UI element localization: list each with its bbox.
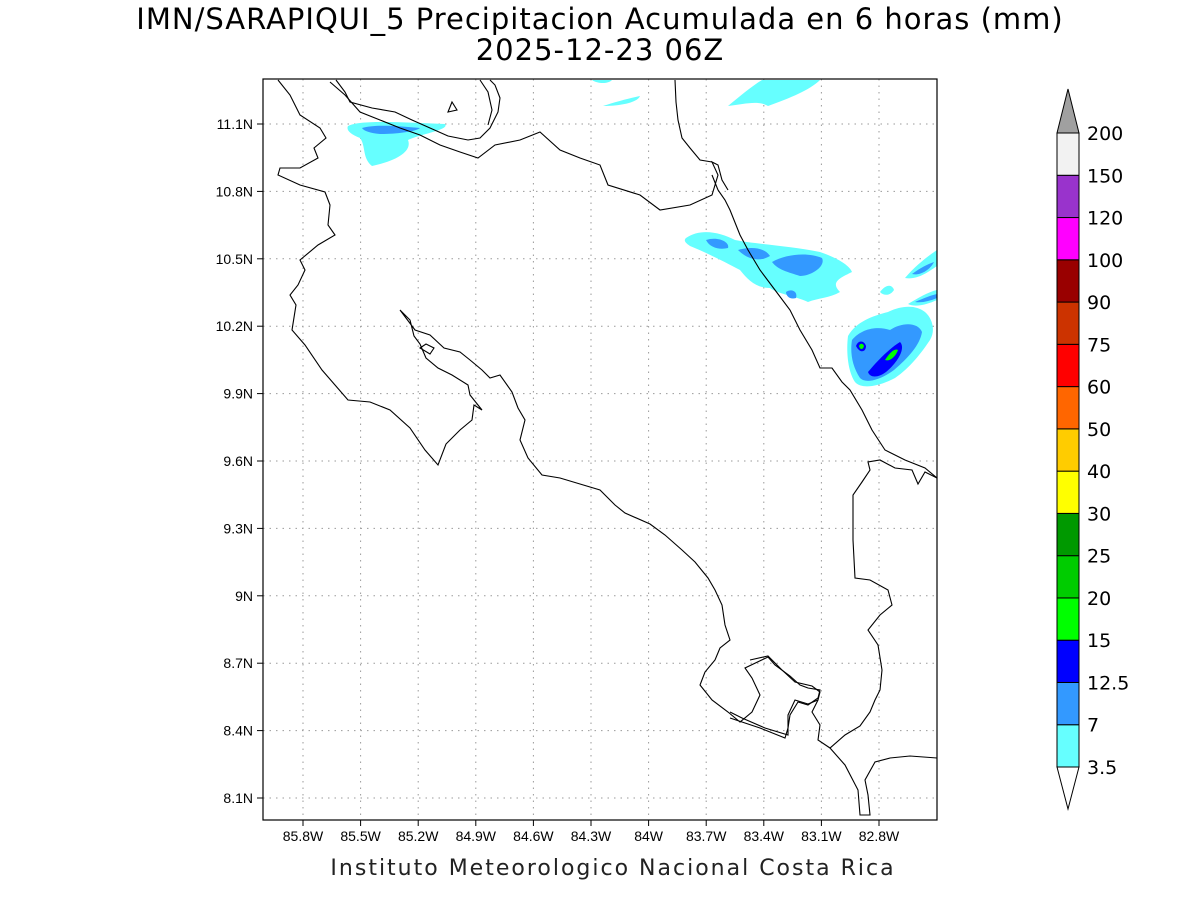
- x-tick-label: 83.7W: [686, 828, 727, 844]
- colorbar-label: 25: [1087, 546, 1111, 568]
- colorbar-label: 3.5: [1087, 757, 1117, 779]
- footer-credit: Instituto Meteorologico Nacional Costa R…: [330, 856, 896, 881]
- precip-area: [592, 80, 612, 83]
- colorbar-under-arrow: [1056, 766, 1080, 811]
- colorbar-label: 12.5: [1087, 672, 1129, 694]
- colorbar-label: 20: [1087, 588, 1111, 610]
- precip-area: [880, 285, 894, 295]
- colorbar-swatch: [1056, 597, 1080, 641]
- latitude-ticks: 11.1N 10.8N 10.5N 10.2N 9.9N 9.6N 9.3N 9N 8.7N 8.…: [216, 116, 263, 806]
- y-tick-label: 10.5N: [216, 251, 253, 267]
- x-tick-label: 84.6W: [513, 828, 554, 844]
- colorbar-swatch: [1056, 428, 1080, 472]
- x-tick-label: 85.2W: [398, 828, 439, 844]
- colorbar-swatch: [1056, 555, 1080, 599]
- colorbar-label: 30: [1087, 503, 1111, 525]
- y-tick-label: 10.2N: [216, 318, 253, 334]
- precip-area: [908, 290, 937, 306]
- colorbar-swatch: [1056, 470, 1080, 514]
- y-tick-label: 10.8N: [216, 183, 253, 199]
- y-tick-label: 9.9N: [223, 386, 253, 402]
- x-tick-label: 84.3W: [571, 828, 612, 844]
- y-tick-label: 8.7N: [223, 655, 253, 671]
- colorbar-label: 200: [1087, 123, 1123, 145]
- precip-area: [738, 248, 770, 260]
- colorbar-label: 15: [1087, 630, 1111, 652]
- colorbar-swatch: [1056, 259, 1080, 303]
- longitude-ticks: 85.8W 85.5W 85.2W 84.9W 84.6W 84.3W 84W 83.7W 83…: [283, 820, 900, 844]
- colorbar-label: 90: [1087, 292, 1111, 314]
- colorbar-swatch: [1056, 301, 1080, 345]
- panama-coast: [829, 747, 937, 816]
- precip-area: [885, 349, 898, 361]
- colorbar-swatch: [1056, 386, 1080, 430]
- colorbar-swatch: [1056, 639, 1080, 683]
- precip-area: [905, 250, 937, 279]
- precip-area: [912, 262, 934, 275]
- colorbar-swatch: [1056, 681, 1080, 726]
- grid-lines: [263, 79, 937, 820]
- colorbar-swatch: [1056, 724, 1080, 768]
- nicaragua-caribbean: [674, 79, 713, 163]
- precip-area: [362, 125, 420, 134]
- pacific-coastline: [277, 79, 821, 739]
- x-tick-label: 82.8W: [859, 828, 900, 844]
- precip-area: [915, 294, 937, 303]
- precip-area: [728, 80, 820, 106]
- precip-area: [603, 96, 640, 106]
- coastlines: [277, 79, 937, 816]
- precip-area: [786, 290, 797, 299]
- y-tick-label: 9.3N: [223, 520, 253, 536]
- precip-area: [772, 254, 823, 276]
- colorbar-swatch: [1056, 217, 1080, 261]
- lake-nicaragua-shore: [335, 79, 501, 141]
- y-tick-label: 11.1N: [217, 116, 253, 132]
- x-tick-label: 85.8W: [283, 828, 324, 844]
- colorbar-label: 120: [1087, 208, 1123, 230]
- colorbar: 3.5 7 12.5 15 20 25 30 40 50 60 75 90 100 120 150 200: [1056, 88, 1129, 811]
- y-tick-label: 8.4N: [223, 723, 253, 739]
- y-tick-label: 9N: [235, 588, 253, 604]
- nicaragua-border: [329, 81, 729, 211]
- colorbar-swatch: [1056, 343, 1080, 388]
- colorbar-swatch: [1056, 512, 1080, 557]
- precip-area: [859, 343, 864, 349]
- x-tick-label: 83.4W: [744, 828, 785, 844]
- map-datetime: 2025-12-23 06Z: [475, 33, 725, 67]
- y-tick-label: 8.1N: [223, 790, 253, 806]
- y-tick-label: 9.6N: [223, 453, 253, 469]
- colorbar-swatch: [1056, 132, 1080, 176]
- precip-area: [347, 122, 446, 166]
- island: [418, 343, 435, 355]
- precipitation-areas: [347, 80, 937, 387]
- caribbean-coastline: [711, 174, 937, 479]
- burica-coast: [811, 459, 937, 749]
- precip-area: [706, 238, 729, 249]
- x-tick-label: 84.9W: [456, 828, 497, 844]
- colorbar-swatch: [1056, 174, 1080, 219]
- colorbar-label: 50: [1087, 419, 1111, 441]
- colorbar-label: 150: [1087, 165, 1123, 187]
- colorbar-label: 60: [1087, 377, 1111, 399]
- precip-area: [684, 232, 852, 302]
- colorbar-over-arrow: [1056, 88, 1080, 134]
- lake-nicaragua-shore-east: [479, 79, 493, 126]
- osa-peninsula: [729, 655, 821, 736]
- colorbar-label: 75: [1087, 334, 1111, 356]
- colorbar-label: 40: [1087, 461, 1111, 483]
- colorbar-label: 100: [1087, 250, 1123, 272]
- x-tick-label: 85.5W: [340, 828, 381, 844]
- x-tick-label: 83.1W: [801, 828, 842, 844]
- x-tick-label: 84W: [634, 828, 664, 844]
- island: [447, 100, 458, 113]
- plot-frame: [262, 78, 938, 821]
- colorbar-label: 7: [1087, 715, 1099, 737]
- map-title: IMN/SARAPIQUI_5 Precipitacion Acumulada …: [136, 2, 1064, 36]
